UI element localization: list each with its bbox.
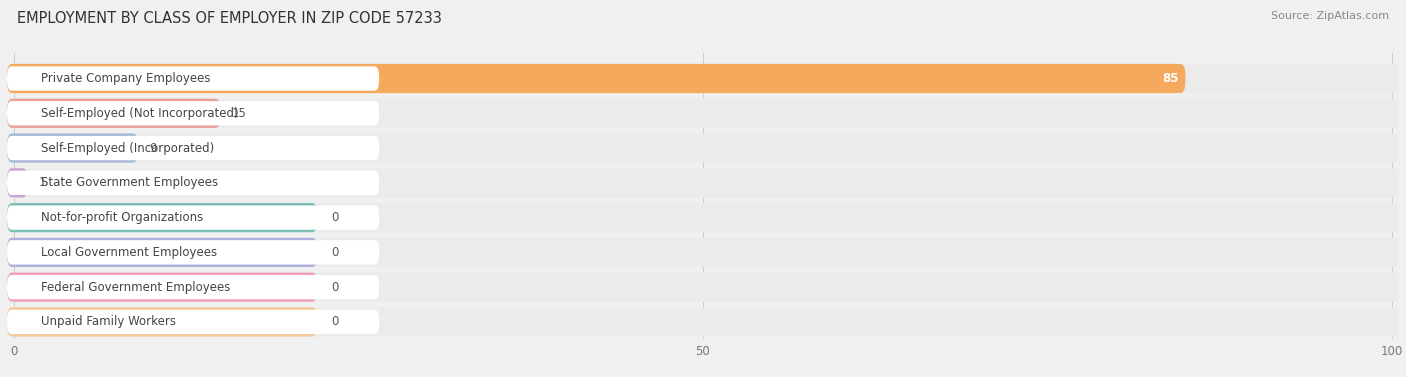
FancyBboxPatch shape: [7, 66, 380, 91]
FancyBboxPatch shape: [7, 99, 221, 128]
FancyBboxPatch shape: [7, 203, 318, 232]
FancyBboxPatch shape: [7, 307, 1399, 337]
FancyBboxPatch shape: [7, 203, 1399, 232]
Text: 0: 0: [330, 246, 339, 259]
Text: 0: 0: [330, 280, 339, 294]
FancyBboxPatch shape: [7, 171, 380, 195]
FancyBboxPatch shape: [7, 64, 1399, 93]
FancyBboxPatch shape: [7, 133, 1399, 162]
FancyBboxPatch shape: [7, 240, 380, 265]
Text: EMPLOYMENT BY CLASS OF EMPLOYER IN ZIP CODE 57233: EMPLOYMENT BY CLASS OF EMPLOYER IN ZIP C…: [17, 11, 441, 26]
FancyBboxPatch shape: [7, 64, 1185, 93]
Text: 15: 15: [232, 107, 246, 120]
Text: Source: ZipAtlas.com: Source: ZipAtlas.com: [1271, 11, 1389, 21]
FancyBboxPatch shape: [7, 273, 1399, 302]
FancyBboxPatch shape: [7, 136, 380, 160]
FancyBboxPatch shape: [7, 310, 380, 334]
Text: 0: 0: [330, 316, 339, 328]
FancyBboxPatch shape: [7, 99, 1399, 128]
Text: 85: 85: [1161, 72, 1178, 85]
Text: Private Company Employees: Private Company Employees: [42, 72, 211, 85]
FancyBboxPatch shape: [7, 238, 318, 267]
FancyBboxPatch shape: [7, 307, 318, 337]
Text: State Government Employees: State Government Employees: [42, 176, 218, 189]
FancyBboxPatch shape: [7, 168, 28, 198]
Text: Not-for-profit Organizations: Not-for-profit Organizations: [42, 211, 204, 224]
FancyBboxPatch shape: [7, 205, 380, 230]
Text: 1: 1: [39, 176, 46, 189]
FancyBboxPatch shape: [7, 133, 138, 162]
FancyBboxPatch shape: [7, 101, 380, 126]
Text: Local Government Employees: Local Government Employees: [42, 246, 218, 259]
Text: 9: 9: [149, 141, 156, 155]
Text: 0: 0: [330, 211, 339, 224]
Text: Unpaid Family Workers: Unpaid Family Workers: [42, 316, 177, 328]
Text: Self-Employed (Incorporated): Self-Employed (Incorporated): [42, 141, 215, 155]
FancyBboxPatch shape: [7, 275, 380, 299]
FancyBboxPatch shape: [7, 238, 1399, 267]
FancyBboxPatch shape: [7, 273, 318, 302]
Text: Self-Employed (Not Incorporated): Self-Employed (Not Incorporated): [42, 107, 239, 120]
Text: Federal Government Employees: Federal Government Employees: [42, 280, 231, 294]
FancyBboxPatch shape: [7, 168, 1399, 198]
